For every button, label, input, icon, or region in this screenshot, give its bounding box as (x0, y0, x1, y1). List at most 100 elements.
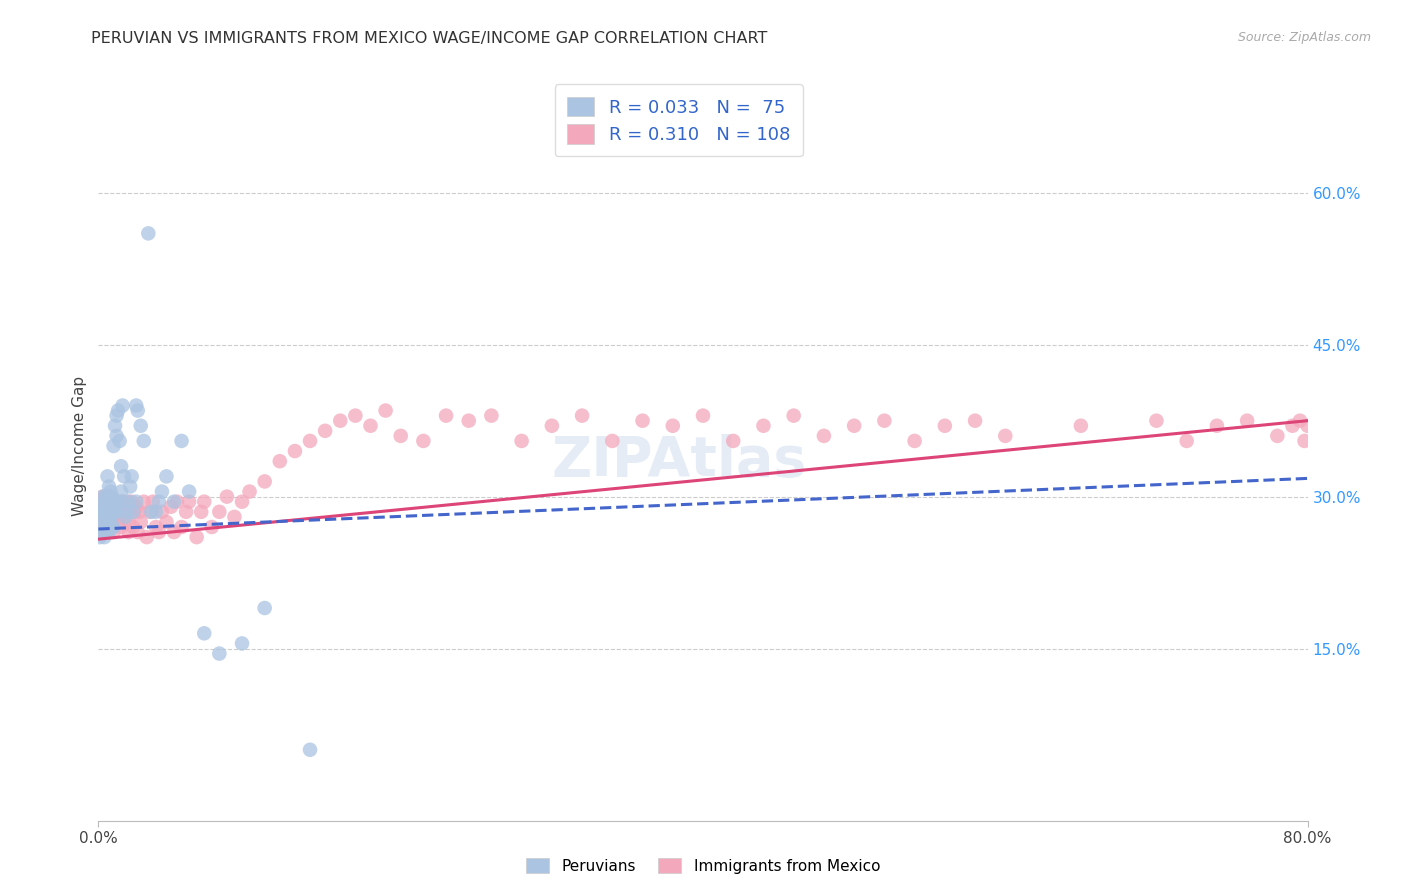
Point (179, 494, 201, 508)
Point (112, 509, 135, 524)
Point (965, 414, 987, 428)
Point (94, 505, 117, 519)
Point (94, 490, 117, 504)
Point (91, 490, 114, 504)
Point (163, 494, 186, 508)
Point (481, 409, 503, 423)
Point (91, 490, 114, 504)
Point (90, 494, 112, 508)
Point (120, 505, 142, 519)
Point (934, 418, 956, 433)
Point (100, 509, 122, 524)
Point (208, 505, 231, 519)
Point (360, 418, 382, 433)
Point (540, 418, 562, 433)
Point (155, 515, 177, 529)
Point (110, 459, 132, 474)
Point (170, 520, 193, 534)
Legend: Peruvians, Immigrants from Mexico: Peruvians, Immigrants from Mexico (520, 852, 886, 880)
Point (873, 414, 896, 428)
Point (253, 601, 276, 615)
Point (91, 500, 114, 514)
Point (98, 515, 121, 529)
Point (111, 494, 134, 508)
Point (129, 418, 152, 433)
Point (457, 414, 479, 428)
Point (1070, 418, 1092, 433)
Point (115, 505, 138, 519)
Point (231, 494, 253, 508)
Point (105, 494, 128, 508)
Point (139, 505, 162, 519)
Point (103, 439, 125, 453)
Point (844, 418, 866, 433)
Point (98, 509, 121, 524)
Point (163, 524, 186, 539)
Point (96, 469, 118, 483)
Point (90, 520, 112, 534)
Point (412, 434, 434, 448)
Point (193, 494, 215, 508)
Point (90, 505, 112, 519)
Point (150, 505, 173, 519)
Point (1175, 434, 1198, 448)
Point (994, 429, 1017, 443)
Point (98, 500, 121, 514)
Point (103, 505, 125, 519)
Point (98, 479, 121, 493)
Point (98, 494, 121, 508)
Text: Source: ZipAtlas.com: Source: ZipAtlas.com (1237, 31, 1371, 45)
Point (107, 515, 129, 529)
Text: ZIPAtlas: ZIPAtlas (551, 434, 807, 488)
Point (571, 409, 593, 423)
Point (93, 494, 115, 508)
Point (129, 515, 152, 529)
Point (89, 530, 111, 544)
Point (132, 494, 155, 508)
Point (150, 484, 173, 499)
Point (904, 434, 927, 448)
Point (148, 524, 170, 539)
Point (208, 647, 231, 661)
Point (135, 530, 157, 544)
Point (111, 494, 134, 508)
Point (105, 409, 128, 423)
Point (142, 494, 165, 508)
Point (96, 505, 118, 519)
Point (111, 399, 134, 413)
Point (103, 524, 125, 539)
Point (107, 505, 129, 519)
Point (101, 494, 124, 508)
Point (94, 490, 117, 504)
Point (174, 505, 197, 519)
Point (813, 429, 835, 443)
Point (104, 500, 127, 514)
Point (101, 490, 124, 504)
Point (1206, 418, 1229, 433)
Point (239, 484, 262, 499)
Point (121, 494, 143, 508)
Point (389, 429, 412, 443)
Point (374, 403, 396, 417)
Point (108, 494, 131, 508)
Point (299, 743, 322, 757)
Point (94, 524, 117, 539)
Point (145, 505, 167, 519)
Point (104, 494, 127, 508)
Point (110, 520, 132, 534)
Point (127, 524, 149, 539)
Point (299, 434, 322, 448)
Point (94, 505, 117, 519)
Point (136, 227, 159, 241)
Point (125, 399, 148, 413)
Point (127, 403, 149, 417)
Point (128, 505, 150, 519)
Point (112, 469, 135, 483)
Point (783, 409, 806, 423)
Point (723, 434, 745, 448)
Point (94, 520, 117, 534)
Point (105, 505, 128, 519)
Point (93, 515, 115, 529)
Point (115, 494, 138, 508)
Point (107, 403, 129, 417)
